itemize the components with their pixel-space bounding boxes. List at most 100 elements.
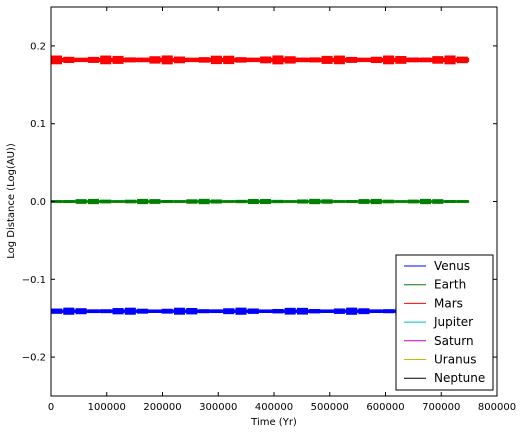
series-band-segment xyxy=(198,198,210,205)
series-band-segment xyxy=(296,199,309,204)
series-band-segment xyxy=(51,55,63,65)
series-band-segment xyxy=(210,199,222,204)
series-band-segment xyxy=(456,200,468,203)
series-band-segment xyxy=(358,199,370,204)
series-band-segment xyxy=(75,308,87,315)
series-band-segment xyxy=(186,199,198,204)
legend-label-earth: Earth xyxy=(434,278,466,292)
y-tick-label: 0.0 xyxy=(30,197,46,208)
series-band-segment xyxy=(161,199,173,204)
series-band-segment xyxy=(333,308,345,314)
series-band-segment xyxy=(210,309,222,314)
series-band-segment xyxy=(223,200,235,203)
x-tick-label: 500000 xyxy=(311,402,349,413)
x-tick-label: 800000 xyxy=(478,402,516,413)
series-band-segment xyxy=(358,57,370,63)
series-band-segment xyxy=(112,55,124,64)
series-band-segment xyxy=(247,308,259,314)
series-band-segment xyxy=(173,307,186,315)
series-band-segment xyxy=(395,55,407,64)
series-band-segment xyxy=(284,200,296,203)
series-band-segment xyxy=(272,308,284,314)
series-band-segment xyxy=(149,309,161,313)
x-tick-label: 700000 xyxy=(422,402,460,413)
series-band-segment xyxy=(383,309,395,314)
series-band-segment xyxy=(383,55,395,65)
series-band-segment xyxy=(210,55,222,65)
x-tick-label: 600000 xyxy=(366,402,404,413)
series-band-segment xyxy=(309,308,321,314)
y-tick-label: 0.2 xyxy=(30,41,46,52)
x-axis-label: Time (Yr) xyxy=(250,417,297,428)
series-band-segment xyxy=(272,199,284,204)
series-band-segment xyxy=(173,56,186,64)
series-band-segment xyxy=(419,57,432,63)
series-band-segment xyxy=(161,55,173,65)
series-band-segment xyxy=(370,56,382,64)
series-band-segment xyxy=(260,56,272,64)
legend-label-saturn: Saturn xyxy=(434,334,474,348)
legend-label-neptune: Neptune xyxy=(434,371,485,385)
series-band-segment xyxy=(247,57,259,63)
series-band-segment xyxy=(272,55,284,65)
series-band-segment xyxy=(260,309,272,313)
series-band-segment xyxy=(149,56,161,64)
legend-label-venus: Venus xyxy=(434,259,470,273)
series-band-segment xyxy=(296,57,309,63)
series-band-segment xyxy=(137,198,149,205)
x-tick-label: 400000 xyxy=(255,402,293,413)
series-band-segment xyxy=(51,200,63,203)
series-band-segment xyxy=(186,57,198,63)
series-band-segment xyxy=(75,199,87,204)
series-band-segment xyxy=(112,200,124,203)
series-band-segment xyxy=(321,55,333,64)
series-band-segment xyxy=(407,57,419,63)
series-band-segment xyxy=(100,55,112,65)
series-band-segment xyxy=(309,57,321,63)
series-band-segment xyxy=(100,199,112,204)
series-band-segment xyxy=(432,199,444,204)
series-band-segment xyxy=(333,200,345,203)
series-band-segment xyxy=(198,57,210,63)
legend-label-jupiter: Jupiter xyxy=(433,315,473,329)
series-band-segment xyxy=(346,199,358,204)
series-band-segment xyxy=(383,199,395,204)
series-earth xyxy=(51,198,470,205)
series-band-segment xyxy=(333,55,345,65)
series-band-segment xyxy=(296,307,309,315)
series-band-segment xyxy=(63,200,75,203)
series-band-segment xyxy=(124,307,136,315)
y-tick-label: 0.1 xyxy=(30,119,46,130)
series-band-segment xyxy=(100,309,112,314)
series-band-segment xyxy=(161,308,173,314)
series-band-segment xyxy=(137,57,149,63)
series-band-segment xyxy=(370,309,382,314)
series-band-segment xyxy=(235,57,247,63)
y-tick-label: −0.2 xyxy=(22,353,46,364)
series-band-segment xyxy=(87,198,99,205)
y-tick-label: −0.1 xyxy=(22,275,46,286)
ticks-layer: 0 100000 200000 300000 400000 500000 600000 700… xyxy=(22,7,516,413)
legend-label-mars: Mars xyxy=(434,296,463,310)
x-tick-label: 200000 xyxy=(143,402,181,413)
series-band-segment xyxy=(235,307,247,315)
legend: Venus Earth Mars Jupiter Saturn Uranus Neptune xyxy=(395,254,494,391)
series-band-segment xyxy=(223,55,235,65)
series-band-segment xyxy=(87,309,99,314)
series-mars xyxy=(51,55,470,65)
series-band-segment xyxy=(358,308,370,315)
series-band-segment xyxy=(260,198,272,205)
series-band-segment xyxy=(309,198,321,205)
series-band-segment xyxy=(432,56,444,64)
series-band-segment xyxy=(186,307,198,315)
series-band-segment xyxy=(198,309,210,314)
series-band-segment xyxy=(321,309,333,313)
series-band-segment xyxy=(149,199,161,204)
series-band-segment xyxy=(395,200,407,203)
series-band-segment xyxy=(284,307,296,315)
series-band-segment xyxy=(346,56,358,63)
series-band-segment xyxy=(173,200,186,203)
series-band-segment xyxy=(63,307,75,315)
series-band-segment xyxy=(112,308,124,315)
x-tick-label: 300000 xyxy=(199,402,237,413)
